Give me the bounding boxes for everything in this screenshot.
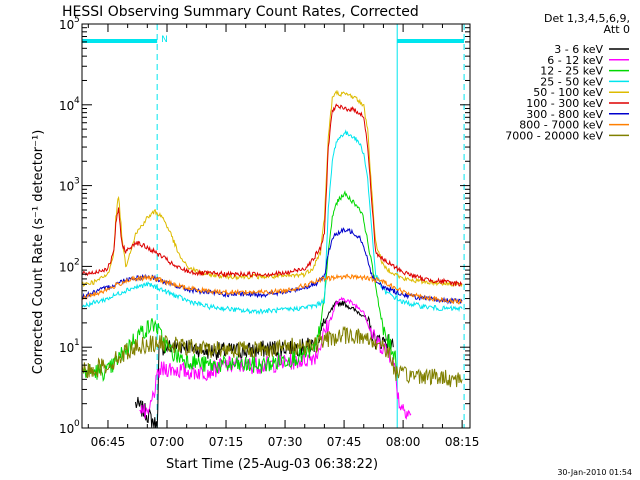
y-tick-label-0: 10	[59, 422, 74, 436]
series-line-1	[139, 296, 412, 420]
y-tick-label-1: 10	[59, 341, 74, 355]
legend-label-7: 800 - 7000 keV	[519, 119, 603, 132]
series-line-8	[81, 325, 463, 388]
legend-label-0: 3 - 6 keV	[554, 43, 603, 56]
x-tick-label-3: 07:30	[268, 435, 303, 449]
y-tick-exponent-2: 2	[74, 257, 80, 267]
y-tick-exponent-5: 5	[74, 15, 80, 25]
legend-label-2: 12 - 25 keV	[540, 65, 603, 78]
series-layer	[81, 89, 463, 429]
series-line-4	[81, 89, 463, 288]
x-tick-label-4: 07:45	[327, 435, 362, 449]
y-tick-exponent-1: 1	[74, 338, 80, 348]
date-stamp: 30-Jan-2010 01:54	[557, 468, 632, 477]
y-tick-label-4: 10	[59, 99, 74, 113]
legend-label-6: 300 - 800 keV	[526, 108, 603, 121]
y-tick-exponent-3: 3	[74, 177, 80, 187]
series-line-3	[81, 129, 463, 315]
x-tick-label-6: 08:15	[445, 435, 480, 449]
legend-label-4: 50 - 100 keV	[533, 86, 603, 99]
y-tick-label-2: 10	[59, 260, 74, 274]
series-line-5	[81, 103, 463, 288]
x-tick-label-2: 07:15	[209, 435, 244, 449]
night-markers: N	[82, 24, 465, 428]
chart-title: HESSI Observing Summary Count Rates, Cor…	[62, 4, 419, 20]
y-axis-label: Corrected Count Rate (s⁻¹ detector⁻¹)	[31, 130, 46, 375]
x-tick-label-1: 07:00	[150, 435, 185, 449]
legend-label-5: 100 - 300 keV	[526, 97, 603, 110]
legend-label-3: 25 - 50 keV	[540, 75, 603, 88]
legend-label-8: 7000 - 20000 keV	[505, 129, 603, 142]
legend-header-1: Att 0	[604, 23, 630, 36]
series-line-2	[81, 190, 398, 382]
legend-label-1: 6 - 12 keV	[547, 54, 603, 67]
y-tick-label-5: 10	[59, 18, 74, 32]
plot-frame	[81, 23, 471, 429]
annotation-0: N	[161, 35, 168, 45]
legend-header-0: Det 1,3,4,5,6,9,	[544, 12, 630, 25]
y-tick-exponent-4: 4	[74, 96, 80, 106]
series-line-7	[81, 273, 463, 305]
y-tick-exponent-0: 0	[74, 419, 80, 429]
y-tick-label-3: 10	[59, 180, 74, 194]
x-axis-label: Start Time (25-Aug-03 06:38:22)	[166, 457, 378, 472]
x-tick-label-0: 06:45	[91, 435, 126, 449]
x-tick-label-5: 08:00	[386, 435, 421, 449]
